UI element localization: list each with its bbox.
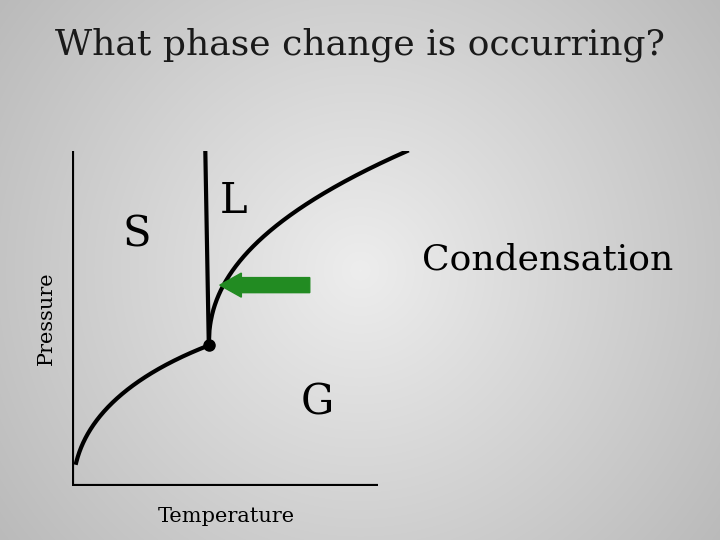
Text: Pressure: Pressure (37, 272, 56, 366)
Text: G: G (300, 381, 333, 423)
Text: What phase change is occurring?: What phase change is occurring? (55, 27, 665, 62)
Text: Condensation: Condensation (422, 242, 672, 276)
FancyArrow shape (220, 273, 310, 297)
Text: Temperature: Temperature (158, 507, 295, 525)
Text: L: L (220, 180, 248, 222)
Text: S: S (122, 214, 151, 256)
